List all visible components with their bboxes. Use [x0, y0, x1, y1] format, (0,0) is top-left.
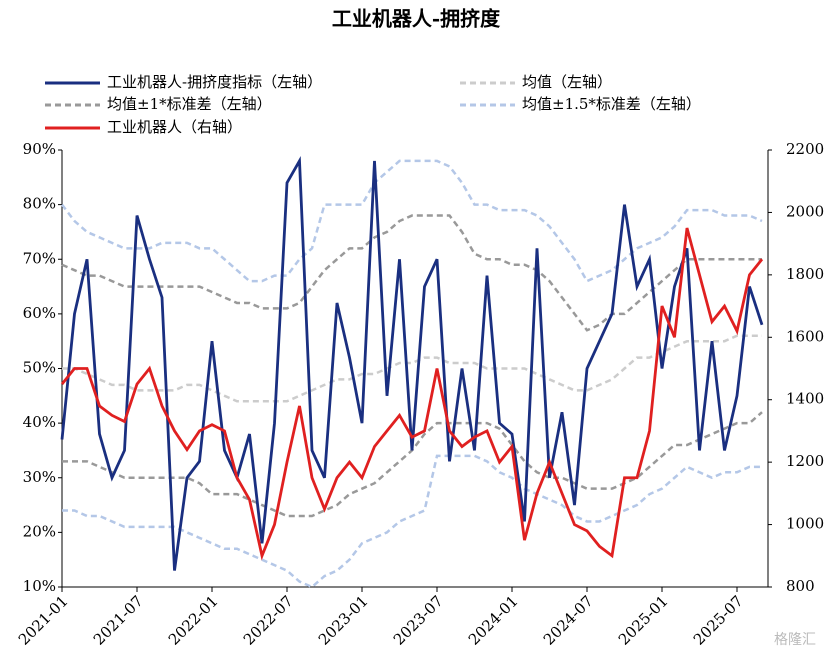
x-tick-label: 2022-07: [240, 592, 297, 649]
y-tick-label: 40%: [23, 413, 56, 431]
series-line: [61, 159, 763, 283]
series-line: [60, 227, 764, 561]
y2-tick-label: 800: [786, 577, 815, 595]
x-tick-label: 2022-01: [165, 592, 222, 649]
legend-label: 均值±1.5*标准差（左轴）: [522, 95, 701, 113]
y2-tick-label: 2000: [786, 202, 824, 220]
y-tick-label: 80%: [23, 195, 56, 213]
legend-label: 工业机器人-拥挤度指标（左轴）: [107, 73, 322, 91]
y2-tick-label: 2200: [786, 140, 824, 158]
x-tick-label: 2025-01: [615, 592, 672, 649]
y-tick-label: 90%: [23, 140, 56, 158]
x-tick-label: 2021-01: [15, 592, 72, 649]
x-tick-label: 2023-07: [390, 592, 447, 649]
watermark: 格隆汇: [774, 632, 816, 648]
y2-tick-label: 1200: [786, 452, 824, 470]
x-tick-label: 2024-01: [465, 592, 522, 649]
series-line: [62, 454, 762, 589]
x-tick-label: 2023-01: [315, 592, 372, 649]
x-tick-label: 2024-07: [540, 592, 597, 649]
series-line: [62, 334, 762, 403]
x-tick-label: 2025-07: [690, 592, 747, 649]
y-tick-label: 70%: [23, 249, 56, 267]
x-tick-label: 2021-07: [90, 592, 147, 649]
y2-tick-label: 1400: [786, 390, 824, 408]
legend-label: 工业机器人（右轴）: [107, 118, 242, 136]
y2-tick-label: 1600: [786, 327, 824, 345]
y-tick-label: 20%: [23, 522, 56, 540]
y-tick-label: 60%: [23, 304, 56, 322]
y-tick-label: 10%: [23, 577, 56, 595]
chart-title: 工业机器人-拥挤度: [332, 7, 501, 31]
y2-tick-label: 1800: [786, 265, 824, 283]
y2-tick-label: 1000: [786, 515, 824, 533]
series-line: [60, 156, 764, 571]
legend-label: 均值±1*标准差（左轴）: [107, 95, 272, 113]
y-tick-label: 50%: [23, 359, 56, 377]
y-tick-label: 30%: [23, 468, 56, 486]
series-line: [61, 214, 762, 332]
legend-label: 均值（左轴）: [522, 73, 612, 91]
